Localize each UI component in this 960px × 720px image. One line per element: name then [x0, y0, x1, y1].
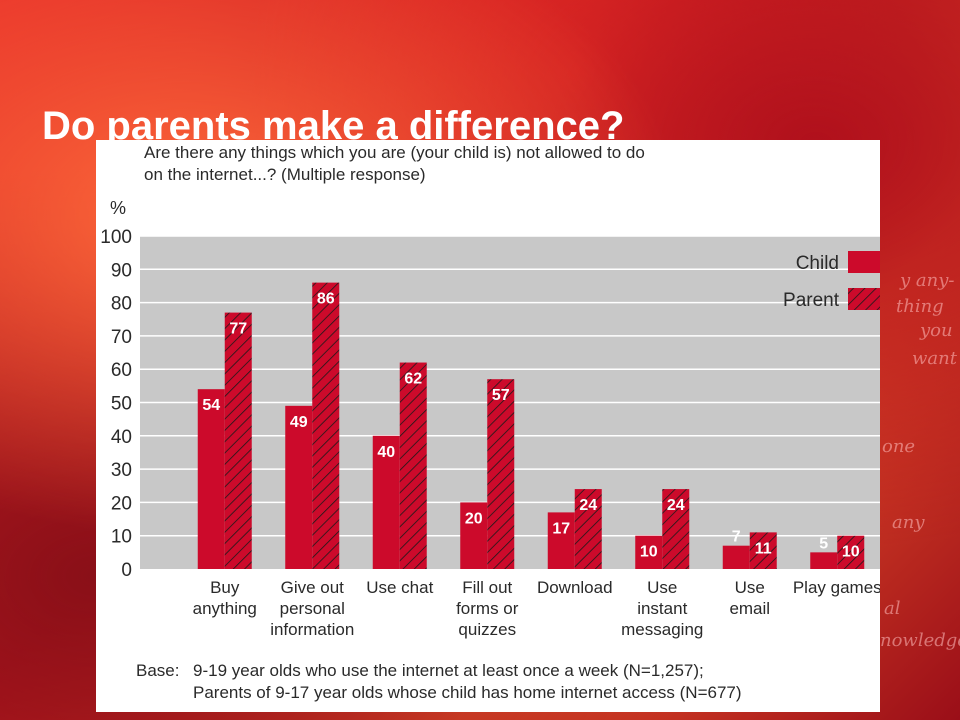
- data-label-parent: 62: [404, 371, 422, 388]
- bar-child: [635, 535, 663, 569]
- question-line-1: Are there any things which you are (your…: [144, 143, 645, 162]
- data-label-parent: 24: [579, 497, 597, 514]
- data-label-child: 54: [202, 397, 220, 414]
- y-tick-label: 0: [121, 560, 132, 581]
- x-tick-label: quizzes: [458, 620, 516, 639]
- legend-swatch-child: [848, 251, 880, 273]
- base-line-1: 9-19 year olds who use the internet at l…: [193, 661, 704, 680]
- data-label-child: 20: [465, 510, 483, 527]
- background-scribble: nowledge: [880, 630, 960, 651]
- bar-parent: [487, 379, 515, 569]
- y-tick-label: 100: [100, 227, 132, 248]
- data-label-parent: 24: [667, 497, 685, 514]
- data-label-child: 49: [290, 414, 308, 431]
- x-tick-label: forms or: [456, 599, 519, 618]
- bar-parent: [312, 282, 340, 569]
- background-scribble: one: [882, 436, 916, 457]
- data-label-child: 10: [640, 544, 658, 561]
- y-tick-label: 30: [111, 460, 132, 481]
- bar-parent: [574, 489, 602, 569]
- base-note: Base: 9-19 year olds who use the interne…: [136, 660, 742, 704]
- bar-child: [547, 512, 575, 569]
- x-tick-label: anything: [193, 599, 257, 618]
- chart-panel: Are there any things which you are (your…: [96, 140, 880, 712]
- legend-swatch-parent: [848, 288, 880, 310]
- y-tick-label: 60: [111, 360, 132, 381]
- y-tick-label: 50: [111, 394, 132, 415]
- data-label-child: 5: [819, 535, 828, 552]
- data-label-child: 17: [552, 520, 570, 537]
- base-line-2: Parents of 9-17 year olds whose child ha…: [193, 683, 742, 702]
- data-label-child: 40: [377, 444, 395, 461]
- y-tick-label: 70: [111, 327, 132, 348]
- legend-label-child: Child: [796, 253, 839, 274]
- bar-parent: [749, 532, 777, 569]
- data-label-parent: 86: [317, 291, 335, 308]
- data-label-parent: 57: [492, 387, 510, 404]
- base-label: Base:: [136, 661, 180, 680]
- x-tick-label: Use: [735, 578, 765, 597]
- question-line-2: on the internet...? (Multiple response): [144, 165, 426, 184]
- background-scribble: al: [884, 598, 901, 619]
- legend-label-parent: Parent: [783, 290, 840, 311]
- x-tick-label: information: [270, 620, 354, 639]
- bar-chart: 0 10 20 30 40 50 60 70 80 90 100% 54 77 Buy anything 49…: [100, 198, 880, 639]
- x-tick-label: messaging: [621, 620, 703, 639]
- data-label-child: 7: [732, 529, 741, 546]
- data-label-parent: 10: [842, 544, 860, 561]
- data-label-parent: 11: [755, 540, 772, 557]
- background-scribble: you: [920, 320, 953, 341]
- bar-parent: [224, 312, 252, 569]
- bar-child: [460, 502, 488, 569]
- x-tick-label: Buy: [210, 578, 240, 597]
- background-scribble: want: [912, 348, 957, 369]
- survey-question: Are there any things which you are (your…: [144, 142, 844, 186]
- slide-title: Do parents make a difference?: [42, 104, 625, 148]
- y-tick-label: 90: [111, 260, 132, 281]
- bar-child: [722, 545, 750, 569]
- bar-parent: [837, 535, 865, 569]
- background-scribble: any: [892, 512, 925, 533]
- y-tick-label: 10: [111, 527, 132, 548]
- y-tick-label: 40: [111, 427, 132, 448]
- y-tick-label: 20: [111, 493, 132, 514]
- background-scribble: y any-: [900, 270, 955, 291]
- bar-child: [197, 389, 225, 569]
- bar-child: [810, 552, 838, 569]
- bar-child: [285, 405, 313, 569]
- x-tick-label: Play games: [793, 578, 880, 597]
- x-tick-label: instant: [637, 599, 687, 618]
- background-scribble: thing: [896, 296, 944, 317]
- x-tick-label: personal: [280, 599, 345, 618]
- y-tick-label: 80: [111, 294, 132, 315]
- x-tick-label: Download: [537, 578, 613, 597]
- x-tick-label: email: [729, 599, 770, 618]
- x-tick-label: Fill out: [462, 578, 512, 597]
- bar-child: [372, 435, 400, 569]
- y-axis-label: %: [110, 198, 126, 218]
- x-tick-label: Use: [647, 578, 677, 597]
- data-label-parent: 77: [229, 321, 247, 338]
- bar-parent: [662, 489, 690, 569]
- bar-parent: [399, 362, 427, 569]
- x-tick-label: Give out: [281, 578, 345, 597]
- x-tick-label: Use chat: [366, 578, 433, 597]
